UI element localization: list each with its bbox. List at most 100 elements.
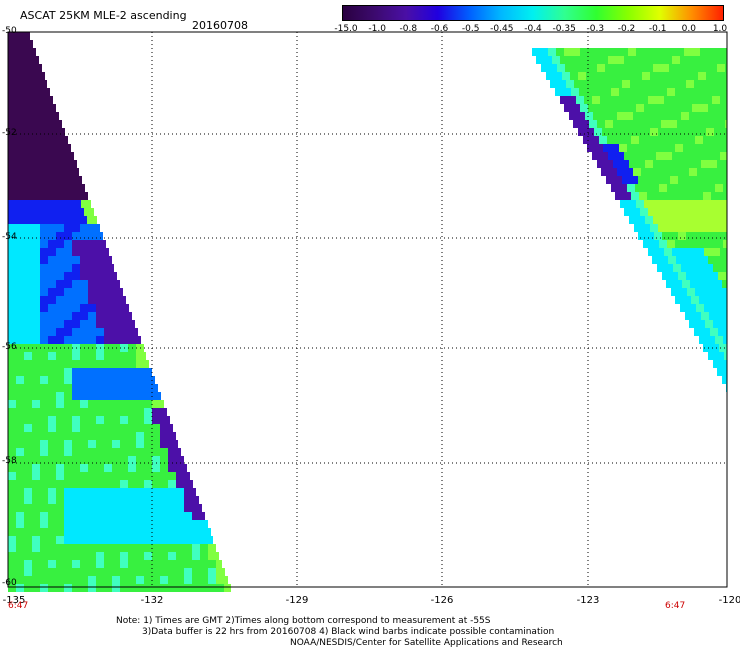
swath-pixel xyxy=(216,560,222,568)
swath-pixel xyxy=(80,176,82,184)
swath-pixel xyxy=(152,424,160,432)
swath-pixel xyxy=(64,208,72,216)
swath-pixel xyxy=(144,464,152,472)
swath-pixel xyxy=(675,296,683,304)
swath-pixel xyxy=(208,560,216,568)
swath-pixel xyxy=(120,296,126,304)
swath-pixel xyxy=(24,40,32,48)
swath-pixel xyxy=(136,392,144,400)
lat-label: -50 xyxy=(2,26,17,36)
swath-pixel xyxy=(128,512,136,520)
swath-pixel xyxy=(674,280,682,288)
swath-pixel xyxy=(192,496,199,504)
swath-pixel xyxy=(80,224,88,232)
swath-pixel xyxy=(64,304,72,312)
swath-pixel xyxy=(168,496,176,504)
swath-pixel xyxy=(8,136,16,144)
swath-pixel xyxy=(176,544,184,552)
swath-pixel xyxy=(705,264,713,272)
swath-pixel xyxy=(715,144,723,152)
swath-pixel xyxy=(32,200,40,208)
swath-pixel xyxy=(691,296,699,304)
swath-pixel xyxy=(88,240,96,248)
swath-pixel xyxy=(160,576,168,584)
swath-pixel xyxy=(40,272,48,280)
swath-pixel xyxy=(88,512,96,520)
swath-pixel xyxy=(104,520,112,528)
swath-pixel xyxy=(96,584,104,592)
swath-pixel xyxy=(32,256,40,264)
swath-pixel xyxy=(678,272,686,280)
swath-pixel xyxy=(48,568,56,576)
swath-pixel xyxy=(667,88,675,96)
swath-right-pixels xyxy=(532,48,727,392)
swath-pixel xyxy=(184,536,192,544)
swath-pixel xyxy=(88,264,96,272)
swath-pixel xyxy=(696,96,704,104)
swath-pixel xyxy=(120,392,128,400)
swath-pixel xyxy=(136,568,144,576)
swath-pixel xyxy=(120,464,128,472)
swath-pixel xyxy=(128,320,135,328)
swath-pixel xyxy=(32,576,40,584)
swath-pixel xyxy=(712,96,720,104)
swath-pixel xyxy=(152,488,160,496)
swath-pixel xyxy=(628,104,636,112)
swath-pixel xyxy=(680,208,688,216)
swath-pixel xyxy=(40,520,48,528)
swath-pixel xyxy=(48,136,56,144)
swath-pixel xyxy=(72,416,80,424)
swath-pixel xyxy=(152,448,160,456)
swath-pixel xyxy=(617,168,625,176)
swath-pixel xyxy=(72,304,80,312)
swath-pixel xyxy=(629,160,637,168)
swath-pixel xyxy=(684,48,692,56)
swath-pixel xyxy=(648,96,656,104)
swath-pixel xyxy=(592,96,600,104)
swath-pixel xyxy=(160,440,168,448)
colorbar-tick-label: -0.45 xyxy=(490,24,514,34)
swath-pixel xyxy=(607,136,615,144)
swath-pixel xyxy=(717,160,725,168)
swath-pixel xyxy=(168,480,176,488)
swath-pixel xyxy=(624,152,632,160)
swath-pixel xyxy=(702,328,710,336)
swath-pixel xyxy=(128,392,136,400)
swath-pixel xyxy=(629,216,637,224)
swath-pixel xyxy=(152,496,160,504)
swath-pixel xyxy=(618,128,626,136)
swath-pixel xyxy=(32,104,40,112)
swath-pixel xyxy=(661,120,669,128)
swath-pixel xyxy=(128,408,136,416)
swath-pixel xyxy=(48,576,56,584)
swath-pixel xyxy=(8,440,16,448)
swath-pixel xyxy=(128,496,136,504)
swath-pixel xyxy=(32,248,40,256)
swath-pixel xyxy=(48,224,56,232)
swath-pixel xyxy=(120,568,128,576)
swath-pixel xyxy=(48,416,56,424)
swath-pixel xyxy=(192,488,196,496)
swath-pixel xyxy=(112,416,120,424)
swath-pixel xyxy=(40,336,48,344)
swath-pixel xyxy=(581,120,589,128)
swath-pixel xyxy=(120,320,128,328)
swath-pixel xyxy=(597,64,605,72)
swath-pixel xyxy=(686,80,694,88)
swath-pixel xyxy=(192,512,200,520)
swath-pixel xyxy=(144,416,152,424)
swath-pixel xyxy=(136,480,144,488)
swath-pixel xyxy=(651,144,659,152)
swath-pixel xyxy=(659,184,667,192)
swath-pixel xyxy=(136,456,144,464)
lat-label: -56 xyxy=(2,342,17,352)
swath-pixel xyxy=(632,96,640,104)
swath-pixel xyxy=(16,184,24,192)
swath-pixel xyxy=(649,112,657,120)
swath-pixel xyxy=(96,224,100,232)
swath-pixel xyxy=(112,536,120,544)
swath-pixel xyxy=(72,432,80,440)
swath-pixel xyxy=(64,568,72,576)
map-frame xyxy=(7,31,728,588)
swath-pixel xyxy=(680,248,688,256)
